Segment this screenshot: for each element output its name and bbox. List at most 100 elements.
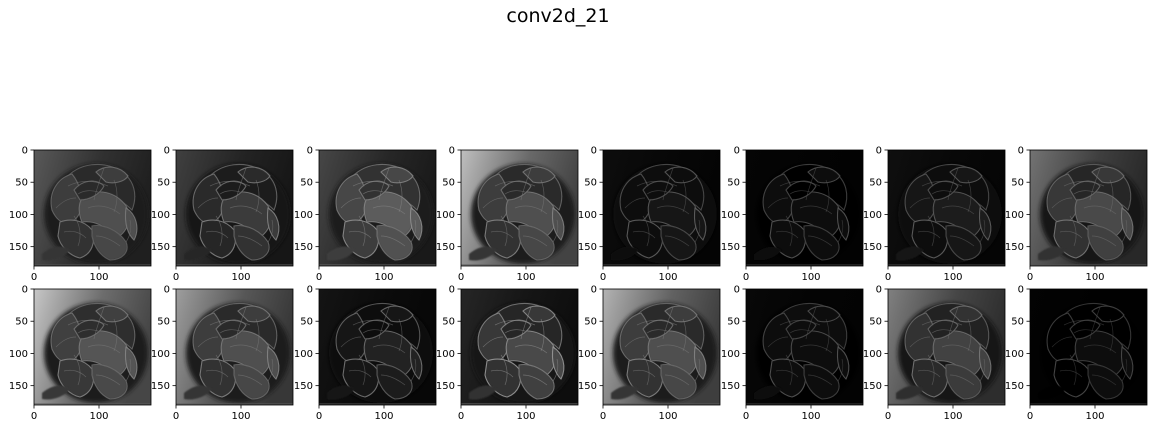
y-tick-label: 50	[15, 178, 28, 189]
y-tick-label: 0	[307, 146, 313, 157]
feature-map-panel: 0 100 0 50 100 150	[863, 146, 1006, 283]
x-tick-label: 0	[31, 411, 37, 422]
x-tick-label: 0	[1027, 411, 1033, 422]
axes-frame	[318, 149, 437, 267]
x-tick-label: 100	[516, 272, 535, 283]
y-tick-label: 50	[442, 178, 455, 189]
y-tick-label: 150	[436, 381, 455, 392]
x-tick-label: 0	[1027, 272, 1033, 283]
y-tick-label: 150	[721, 242, 740, 253]
axes-frame	[745, 288, 864, 406]
x-tick-label: 0	[743, 272, 749, 283]
feature-map-panel: 0 100 0 50 100 150	[9, 285, 152, 422]
feature-map-panel: 0 100 0 50 100 150	[151, 285, 294, 422]
y-tick-label: 100	[578, 349, 597, 360]
y-tick-label: 50	[1011, 178, 1024, 189]
x-tick-label: 100	[231, 272, 250, 283]
axes-frame	[460, 149, 579, 267]
axes-frame	[33, 288, 152, 406]
x-tick-label: 100	[374, 411, 393, 422]
x-tick-label: 100	[516, 411, 535, 422]
axes-frame	[602, 288, 721, 406]
y-tick-label: 0	[591, 285, 597, 296]
y-tick-label: 150	[578, 381, 597, 392]
y-tick-label: 0	[164, 285, 170, 296]
feature-map-panel: 0 100 0 50 100 150	[294, 285, 437, 422]
x-tick-label: 100	[89, 272, 108, 283]
y-tick-label: 100	[151, 349, 170, 360]
feature-map-panel: 0 100 0 50 100 150	[436, 146, 579, 283]
feature-map-image	[888, 150, 1005, 266]
y-tick-label: 0	[591, 146, 597, 157]
y-tick-label: 150	[863, 381, 882, 392]
y-tick-label: 150	[294, 381, 313, 392]
y-tick-label: 100	[9, 210, 28, 221]
y-tick-label: 0	[449, 146, 455, 157]
y-tick-label: 0	[1018, 146, 1024, 157]
y-tick-label: 150	[863, 242, 882, 253]
x-tick-label: 100	[943, 272, 962, 283]
feature-map-image	[34, 289, 151, 405]
y-tick-label: 150	[578, 242, 597, 253]
feature-map-panel: 0 100 0 50 100 150	[151, 146, 294, 283]
feature-map-image	[1030, 150, 1147, 266]
y-tick-label: 50	[442, 317, 455, 328]
axes-frame	[175, 288, 294, 406]
x-tick-label: 0	[458, 272, 464, 283]
y-tick-label: 50	[157, 178, 170, 189]
x-tick-label: 100	[231, 411, 250, 422]
y-tick-label: 150	[151, 242, 170, 253]
x-tick-label: 100	[1085, 272, 1104, 283]
feature-map-image	[176, 289, 293, 405]
feature-map-image	[603, 150, 720, 266]
feature-map-image	[603, 289, 720, 405]
y-tick-label: 0	[22, 285, 28, 296]
y-tick-label: 50	[727, 178, 740, 189]
y-tick-label: 100	[9, 349, 28, 360]
feature-map-image	[888, 289, 1005, 405]
axes-frame	[460, 288, 579, 406]
y-tick-label: 150	[721, 381, 740, 392]
feature-map-image	[461, 289, 578, 405]
feature-map-image	[746, 150, 863, 266]
feature-map-image	[319, 289, 436, 405]
y-tick-label: 0	[1018, 285, 1024, 296]
x-tick-label: 100	[374, 272, 393, 283]
x-tick-label: 0	[743, 411, 749, 422]
axes-frame	[1029, 149, 1148, 267]
y-tick-label: 100	[436, 349, 455, 360]
y-tick-label: 50	[869, 178, 882, 189]
x-tick-label: 0	[316, 272, 322, 283]
y-tick-label: 100	[721, 210, 740, 221]
feature-map-panel: 0 100 0 50 100 150	[721, 146, 864, 283]
y-tick-label: 0	[307, 285, 313, 296]
x-tick-label: 100	[1085, 411, 1104, 422]
y-tick-label: 100	[151, 210, 170, 221]
feature-map-image	[461, 150, 578, 266]
x-tick-label: 0	[885, 272, 891, 283]
feature-map-panel: 0 100 0 50 100 150	[578, 146, 721, 283]
y-tick-label: 100	[436, 210, 455, 221]
x-tick-label: 0	[173, 272, 179, 283]
y-tick-label: 50	[869, 317, 882, 328]
feature-map-panel: 0 100 0 50 100 150	[578, 285, 721, 422]
feature-map-panel: 0 100 0 50 100 150	[436, 285, 579, 422]
x-tick-label: 0	[458, 411, 464, 422]
y-tick-label: 0	[876, 146, 882, 157]
feature-map-panel: 0 100 0 50 100 150	[1005, 285, 1148, 422]
x-tick-label: 100	[943, 411, 962, 422]
axes-frame	[887, 149, 1006, 267]
axes-frame	[33, 149, 152, 267]
y-tick-label: 100	[294, 210, 313, 221]
x-tick-label: 100	[801, 272, 820, 283]
x-tick-label: 100	[658, 272, 677, 283]
axes-frame	[602, 149, 721, 267]
y-tick-label: 0	[22, 146, 28, 157]
y-tick-label: 0	[734, 146, 740, 157]
x-tick-label: 100	[801, 411, 820, 422]
y-tick-label: 50	[300, 317, 313, 328]
y-tick-label: 50	[15, 317, 28, 328]
figure-title: conv2d_21	[506, 5, 609, 27]
